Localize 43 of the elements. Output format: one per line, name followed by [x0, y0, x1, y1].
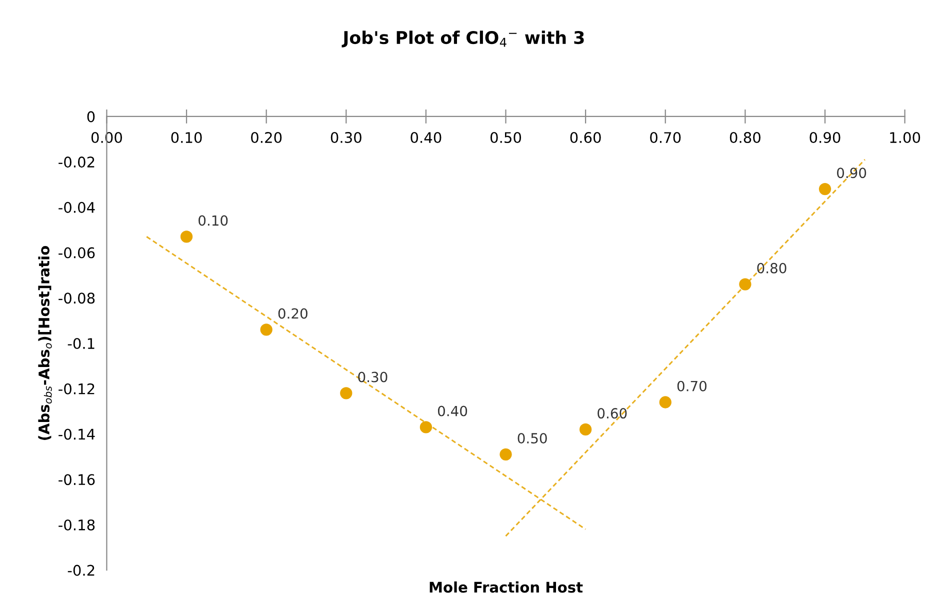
- y-tick-label: -0.08: [58, 292, 95, 304]
- point: [180, 230, 193, 243]
- y-tick-label: -0.14: [58, 428, 95, 440]
- point: [739, 278, 752, 290]
- chart-title: Job's Plot of ClO$_{4}$$^{−}$ with 3: [342, 30, 584, 48]
- point: [420, 421, 432, 434]
- y-tick-label: -0.04: [58, 202, 95, 213]
- x-tick-label: 0.00: [91, 132, 122, 144]
- x-tick-label: 0.60: [570, 132, 601, 144]
- x-tick-label: 0.70: [650, 132, 681, 144]
- point: [500, 448, 512, 460]
- y-tick-label: -0.12: [58, 383, 94, 394]
- annotation: 0.40: [438, 406, 468, 416]
- x-tick-label: 0.20: [251, 132, 282, 144]
- x-tick-label: 0.80: [730, 132, 760, 144]
- annotation: 0.30: [358, 372, 388, 382]
- annotation: 0.10: [198, 215, 228, 226]
- y-tick-label: -0.06: [58, 247, 95, 258]
- annotation: 0.20: [278, 308, 308, 319]
- point: [260, 324, 272, 336]
- point: [818, 182, 832, 196]
- x-tick-label: 0.50: [490, 132, 522, 144]
- y-tick-label: -0.02: [58, 156, 94, 168]
- y-tick-label: -0.18: [58, 519, 95, 530]
- y-tick-label: -0.2: [68, 564, 94, 576]
- x-tick-label: 0.30: [330, 132, 362, 144]
- point: [340, 387, 352, 400]
- y-tick-label: 0: [87, 111, 95, 122]
- y-tick-label: -0.16: [58, 474, 95, 486]
- annotation: 0.80: [757, 262, 786, 274]
- x-tick-label: 0.90: [810, 132, 840, 144]
- annotation: 0.60: [598, 408, 627, 419]
- annotation: 0.70: [677, 380, 706, 392]
- y-axis-title: (Abs$_{obs}$-Abs$_{o}$)[Host]ratio: [38, 246, 52, 440]
- point: [659, 396, 672, 408]
- annotation: 0.90: [837, 168, 866, 178]
- x-tick-label: 0.10: [171, 132, 202, 144]
- x-tick-label: 0.40: [410, 132, 442, 144]
- annotation: 0.50: [518, 433, 547, 444]
- y-tick-label: -0.1: [68, 338, 94, 350]
- point: [579, 423, 592, 436]
- x-axis-title: Mole Fraction Host: [430, 581, 583, 593]
- x-tick-label: 1.00: [890, 132, 920, 144]
